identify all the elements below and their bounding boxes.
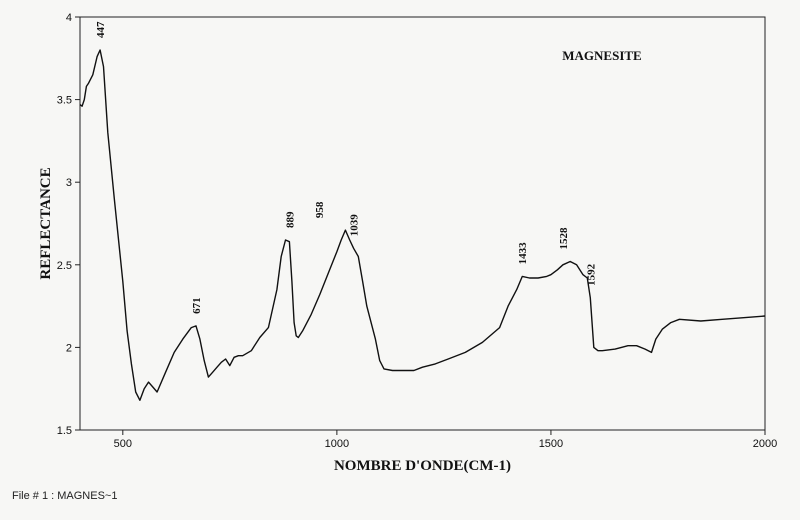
y-tick-label: 3.5 xyxy=(57,95,72,107)
peak-label: 671 xyxy=(191,297,203,314)
file-label: File # 1 : MAGNES~1 xyxy=(12,490,118,502)
y-tick-label: 4 xyxy=(66,12,72,24)
peak-label: 889 xyxy=(284,211,296,228)
chart-title: MAGNESITE xyxy=(562,48,641,63)
x-tick-label: 1000 xyxy=(325,438,349,450)
peak-label: 447 xyxy=(95,21,107,38)
y-axis-title: REFLECTANCE xyxy=(38,167,54,279)
y-tick-label: 2 xyxy=(66,342,72,354)
plot-frame xyxy=(79,16,766,431)
y-tick-label: 1.5 xyxy=(57,425,72,437)
y-tick-label: 2.5 xyxy=(57,260,72,272)
x-tick-label: 1500 xyxy=(539,438,563,450)
peak-label: 1039 xyxy=(349,214,361,237)
peak-label: 1433 xyxy=(517,242,529,265)
x-tick-label: 500 xyxy=(114,438,132,450)
peak-label: 1592 xyxy=(585,263,597,286)
y-tick-label: 3 xyxy=(66,177,72,189)
spectrum-line xyxy=(79,49,766,401)
peak-label: 958 xyxy=(314,201,326,218)
x-tick-label: 2000 xyxy=(753,438,777,450)
chart: 500 1000 1500 2000 1.5 2 2.5 3 3.5 4 447 671 889 958 1… xyxy=(38,12,777,474)
peak-label: 1528 xyxy=(558,227,570,250)
x-axis-title: NOMBRE D'ONDE(CM-1) xyxy=(334,458,511,474)
